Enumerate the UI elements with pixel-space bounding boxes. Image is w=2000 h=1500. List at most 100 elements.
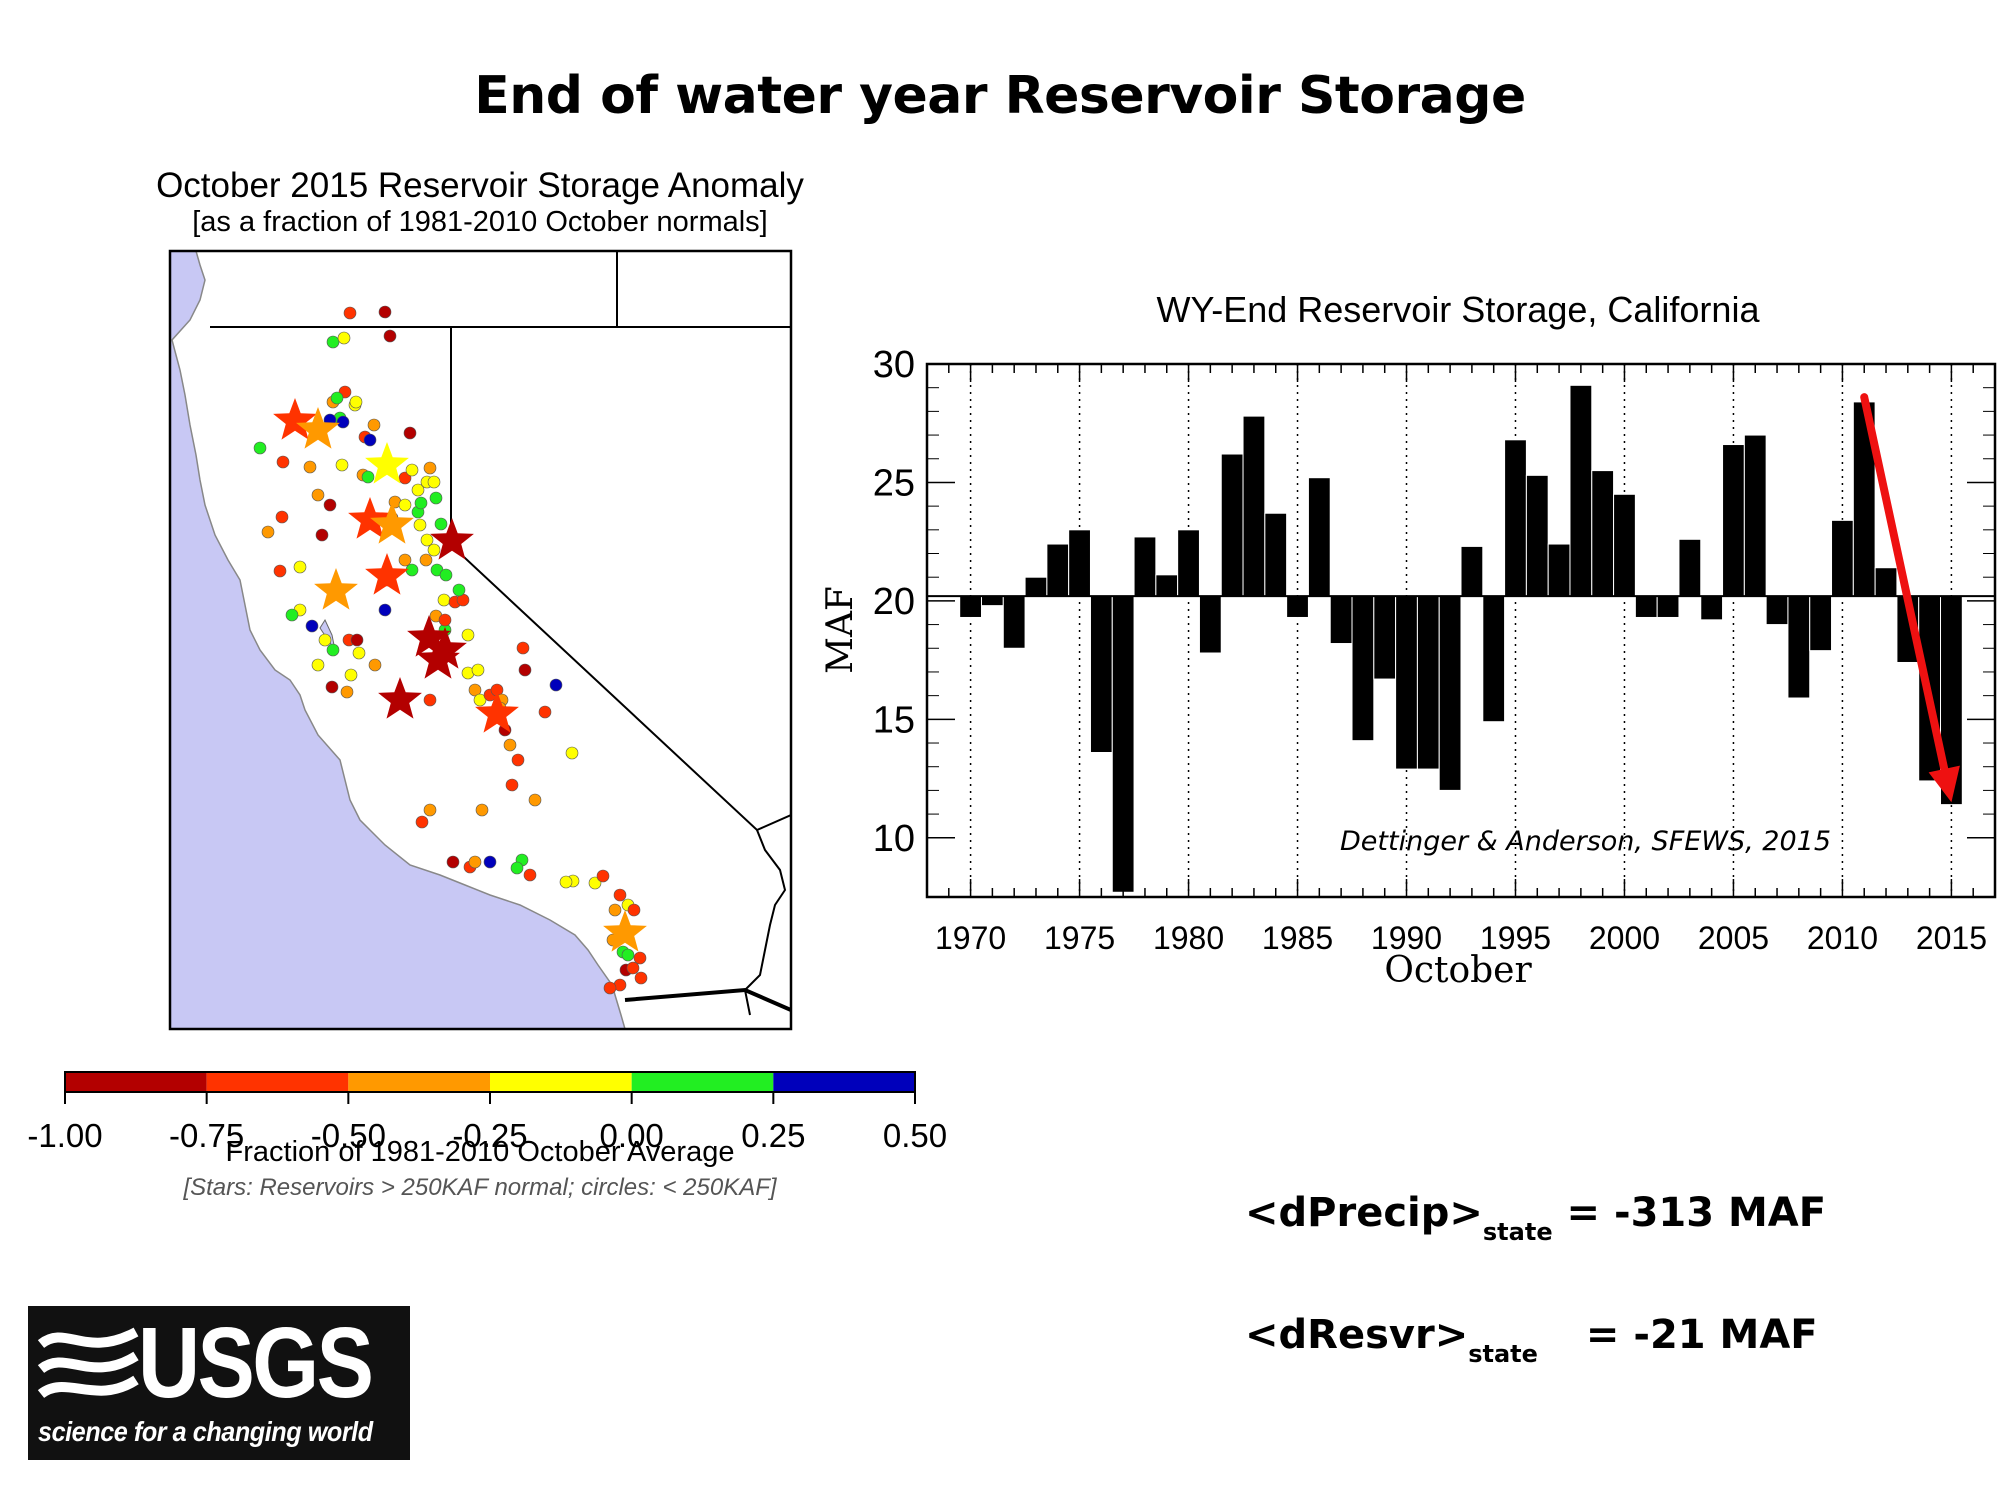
reservoir-circle-marker	[511, 753, 525, 767]
reservoir-circle-marker	[626, 961, 640, 975]
reservoir-circle-marker	[603, 981, 617, 995]
x-tick-label: 2010	[1807, 920, 1878, 956]
reservoir-circle-marker	[305, 619, 319, 633]
reservoir-circle-marker	[285, 608, 299, 622]
reservoir-star-marker	[314, 568, 358, 610]
reservoir-circle-marker	[367, 418, 381, 432]
bar-2007	[1765, 595, 1789, 626]
y-tick-label: 20	[873, 581, 915, 623]
bar-1985	[1286, 595, 1309, 618]
map-subtitle: [as a fraction of 1981-2010 October norm…	[192, 206, 768, 238]
bar-1978	[1133, 536, 1157, 597]
reservoir-circle-marker	[634, 971, 648, 985]
reservoir-circle-marker	[325, 680, 339, 694]
reservoir-star-marker	[365, 442, 409, 484]
bar-1996	[1525, 474, 1549, 597]
reservoir-circle-marker	[516, 641, 530, 655]
y-tick-label: 30	[873, 344, 915, 386]
colorbar-tick-label: -0.75	[169, 1117, 244, 1154]
bar-1976	[1089, 595, 1113, 753]
reservoir-star-marker	[296, 407, 340, 449]
reservoir-circle-marker	[413, 518, 427, 532]
reservoir-circle-marker	[293, 560, 307, 574]
reservoir-circle-marker	[503, 738, 517, 752]
colorbar-segment	[490, 1072, 632, 1092]
usgs-wave-icon	[37, 1327, 139, 1399]
reservoir-circle-marker	[621, 948, 635, 962]
bar-1993	[1460, 545, 1484, 597]
colorbar-tick-label: 0.50	[883, 1117, 947, 1154]
x-tick-label: 1975	[1044, 920, 1115, 956]
reservoir-circle-marker	[378, 603, 392, 617]
bar-1980	[1177, 529, 1200, 597]
reservoir-star-marker	[348, 497, 392, 539]
reservoir-circle-marker	[311, 658, 325, 672]
bar-1991	[1416, 595, 1440, 770]
colorbar-tick-label: -0.50	[311, 1117, 386, 1154]
reservoir-circle-marker	[326, 643, 340, 657]
colorbar-segment	[65, 1072, 207, 1092]
reservoir-circle-marker	[330, 391, 344, 405]
reservoir-circle-marker	[323, 498, 337, 512]
reservoir-circle-marker	[473, 693, 487, 707]
x-tick-label: 1980	[1153, 920, 1224, 956]
chart-title: WY-End Reservoir Storage, California	[1157, 289, 1761, 330]
reservoir-circle-marker	[471, 663, 485, 677]
colorbar-note: [Stars: Reservoirs > 250KAF normal; circ…	[183, 1174, 777, 1201]
reservoir-circle-marker	[411, 483, 425, 497]
reservoir-circle-marker	[538, 705, 552, 719]
reservoir-circle-marker	[405, 463, 419, 477]
bar-1986	[1307, 477, 1331, 597]
reservoir-circle-marker	[315, 528, 329, 542]
bar-1987	[1329, 595, 1353, 645]
reservoir-circle-marker	[350, 633, 364, 647]
bar-1989	[1373, 595, 1397, 680]
bar-1974	[1046, 543, 1070, 597]
x-tick-label: 2005	[1698, 920, 1769, 956]
bar-2000	[1613, 493, 1636, 597]
reservoir-circle-marker	[613, 888, 627, 902]
reservoir-circle-marker	[452, 583, 466, 597]
reservoir-circle-marker	[343, 306, 357, 320]
bar-2005	[1722, 444, 1745, 597]
bar-1979	[1155, 574, 1179, 597]
bar-1977	[1111, 595, 1135, 893]
reservoir-star-marker	[423, 627, 467, 669]
reservoir-circle-marker	[336, 415, 350, 429]
bar-2006	[1743, 434, 1767, 597]
precip-value: = -313 MAF	[1552, 1190, 1827, 1236]
reservoir-markers	[253, 305, 648, 995]
x-tick-label: 2015	[1916, 920, 1987, 956]
bar-1994	[1482, 595, 1506, 723]
reservoir-circle-marker	[468, 855, 482, 869]
resvr-value: = -21 MAF	[1585, 1312, 1818, 1358]
colorbar-segment	[631, 1072, 774, 1092]
bar-2010	[1831, 519, 1854, 597]
x-axis-label: October	[1384, 950, 1532, 991]
resvr-subscript: state	[1468, 1340, 1538, 1368]
reservoir-circle-marker	[318, 633, 332, 647]
y-tick-label: 15	[873, 699, 915, 741]
bar-1997	[1547, 543, 1571, 597]
nevada-border	[450, 327, 791, 832]
reservoir-circle-marker	[398, 553, 412, 567]
bar-2001	[1634, 595, 1658, 618]
reservoir-star-marker	[430, 518, 474, 560]
y-tick-label: 25	[873, 462, 915, 504]
reservoir-circle-marker	[383, 329, 397, 343]
reservoir-circle-marker	[273, 564, 287, 578]
colorbar-tick-label: 0.00	[600, 1117, 664, 1154]
reservoir-circle-marker	[340, 685, 354, 699]
reservoir-circle-marker	[423, 461, 437, 475]
bar-1975	[1068, 529, 1091, 597]
arizona-border	[744, 829, 787, 991]
reservoir-circle-marker	[403, 426, 417, 440]
reservoir-circle-marker	[378, 305, 392, 319]
bar-2003	[1678, 538, 1702, 597]
bar-2004	[1700, 595, 1724, 621]
reservoir-star-marker	[407, 615, 451, 657]
reservoir-circle-marker	[352, 646, 366, 660]
reservoir-circle-marker	[344, 668, 358, 682]
reservoir-circle-marker	[423, 693, 437, 707]
